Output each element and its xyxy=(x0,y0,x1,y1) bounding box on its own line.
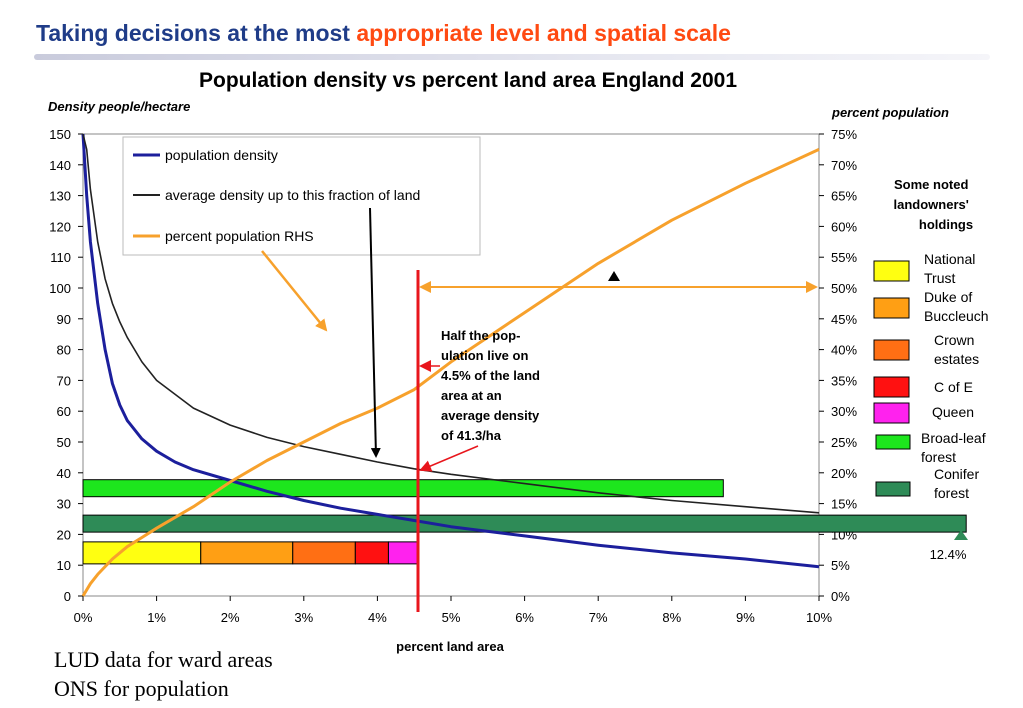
y-tick-label: 20 xyxy=(57,527,71,542)
bar-queen xyxy=(387,541,419,565)
y2-tick-label: 5% xyxy=(831,558,850,573)
y-tick-label: 80 xyxy=(57,343,71,358)
x-tick-label: 6% xyxy=(515,610,534,625)
legend-label-average: average density up to this fraction of l… xyxy=(165,187,420,203)
y2-tick-label: 45% xyxy=(831,312,857,327)
series-line-average xyxy=(82,133,820,514)
y-tick-label: 130 xyxy=(49,189,71,204)
y-tick-label: 110 xyxy=(50,250,71,265)
bar-c-of-e xyxy=(354,541,389,565)
y-tick-label: 60 xyxy=(57,404,71,419)
y2-tick-label: 25% xyxy=(831,435,857,450)
chart-title: Population density vs percent land area … xyxy=(199,69,737,92)
owner-label-c-of-e: C of E xyxy=(934,379,973,395)
y2-tick-label: 65% xyxy=(831,189,857,204)
x-tick-label: 0% xyxy=(74,610,93,625)
y2-tick-label: 40% xyxy=(831,343,857,358)
y2-tick-label: 60% xyxy=(831,219,857,234)
x-tick-label: 2% xyxy=(221,610,240,625)
y-tick-label: 0 xyxy=(64,589,71,604)
legend: population density average density up to… xyxy=(122,136,481,256)
y-tick-label: 100 xyxy=(49,281,71,296)
title-divider xyxy=(34,54,990,60)
owner-swatch-broad-leaf-forest xyxy=(875,434,911,450)
y-tick-label: 50 xyxy=(57,435,71,450)
bar-crown-estates xyxy=(292,541,356,565)
owner-label-duke-of-buccleuch: Duke of Buccleuch xyxy=(924,289,989,324)
x-tick-label: 1% xyxy=(147,610,166,625)
legend-box xyxy=(122,136,481,256)
conifer-value-label: 12.4% xyxy=(930,547,967,562)
y-tick-label: 40 xyxy=(57,466,71,481)
y2-tick-label: 70% xyxy=(831,158,857,173)
y2-tick-label: 0% xyxy=(831,589,850,604)
slide-title: Taking decisions at the most appropriate… xyxy=(36,20,731,47)
series-line-percent xyxy=(81,148,820,597)
x-ticks: 0% 1% 2% 3% 4% 5% 6% 7% 8% 9% 10% xyxy=(74,596,832,625)
small-triangle-marker xyxy=(608,271,620,281)
footer-source-2: ONS for population xyxy=(54,676,229,701)
series-lines xyxy=(81,133,820,597)
y2-tick-label: 30% xyxy=(831,404,857,419)
y-ticks: 0 10 20 30 40 50 60 70 80 90 100 110 120 130 140 150 xyxy=(49,127,83,604)
owner-swatch-crown-estates xyxy=(873,339,910,361)
owner-label-broad-leaf-forest: Broad-leaf forest xyxy=(921,430,986,465)
x-tick-label: 8% xyxy=(662,610,681,625)
owner-label-national-trust: National Trust xyxy=(924,251,975,286)
owner-swatch-queen xyxy=(873,402,910,424)
bar-conifer-forest xyxy=(82,514,967,533)
owner-label-queen: Queen xyxy=(932,404,974,420)
y-tick-label: 150 xyxy=(49,127,71,142)
owner-swatch-duke-of-buccleuch xyxy=(873,297,910,319)
y2-tick-label: 15% xyxy=(831,497,857,512)
y-tick-label: 30 xyxy=(57,497,71,512)
y-tick-label: 70 xyxy=(57,373,71,388)
legend-label-density: population density xyxy=(165,147,278,163)
bar-national-trust xyxy=(82,541,202,565)
bar-broad-leaf-forest xyxy=(82,479,724,498)
owner-swatch-c-of-e xyxy=(873,376,910,398)
owner-label-conifer-forest: Conifer forest xyxy=(934,466,979,501)
y-tick-label: 90 xyxy=(57,312,71,327)
annotation-text: Half the pop- ulation live on 4.5% of th… xyxy=(441,328,544,443)
slide-title-part2: appropriate level and spatial scale xyxy=(356,20,731,46)
landowners-title: Some noted landowners' holdings xyxy=(894,177,974,232)
slide-title-part1: Taking decisions at the most xyxy=(36,20,350,46)
owner-label-crown-estates: Crown estates xyxy=(934,332,979,367)
y-tick-label: 10 xyxy=(57,558,71,573)
y-axis-label: Density people/hectare xyxy=(48,99,190,114)
bar-duke-of-buccleuch xyxy=(200,541,294,565)
y-tick-label: 120 xyxy=(49,219,71,234)
x-tick-label: 10% xyxy=(806,610,832,625)
x-axis-label: percent land area xyxy=(396,639,504,654)
y2-axis-label: percent population xyxy=(831,105,949,120)
y2-tick-label: 20% xyxy=(831,466,857,481)
y2-tick-label: 75% xyxy=(831,127,857,142)
footer-source-1: LUD data for ward areas xyxy=(54,647,273,672)
legend-to-percent-arrow xyxy=(261,250,328,332)
owner-swatch-conifer-forest xyxy=(875,481,911,497)
legend-to-average-arrow xyxy=(369,207,381,458)
y2-tick-label: 35% xyxy=(831,373,857,388)
y2-tick-label: 55% xyxy=(831,250,857,265)
x-tick-label: 9% xyxy=(736,610,755,625)
y2-tick-label: 50% xyxy=(831,281,857,296)
owner-swatch-national-trust xyxy=(873,260,910,282)
y-tick-label: 140 xyxy=(49,158,71,173)
x-tick-label: 3% xyxy=(294,610,313,625)
x-tick-label: 4% xyxy=(368,610,387,625)
conifer-end-triangle xyxy=(954,530,968,540)
series-line-density xyxy=(81,133,820,569)
x-tick-label: 5% xyxy=(442,610,461,625)
annotation-to-curve-arrow xyxy=(419,445,479,472)
x-tick-label: 7% xyxy=(589,610,608,625)
legend-label-percent: percent population RHS xyxy=(165,228,314,244)
